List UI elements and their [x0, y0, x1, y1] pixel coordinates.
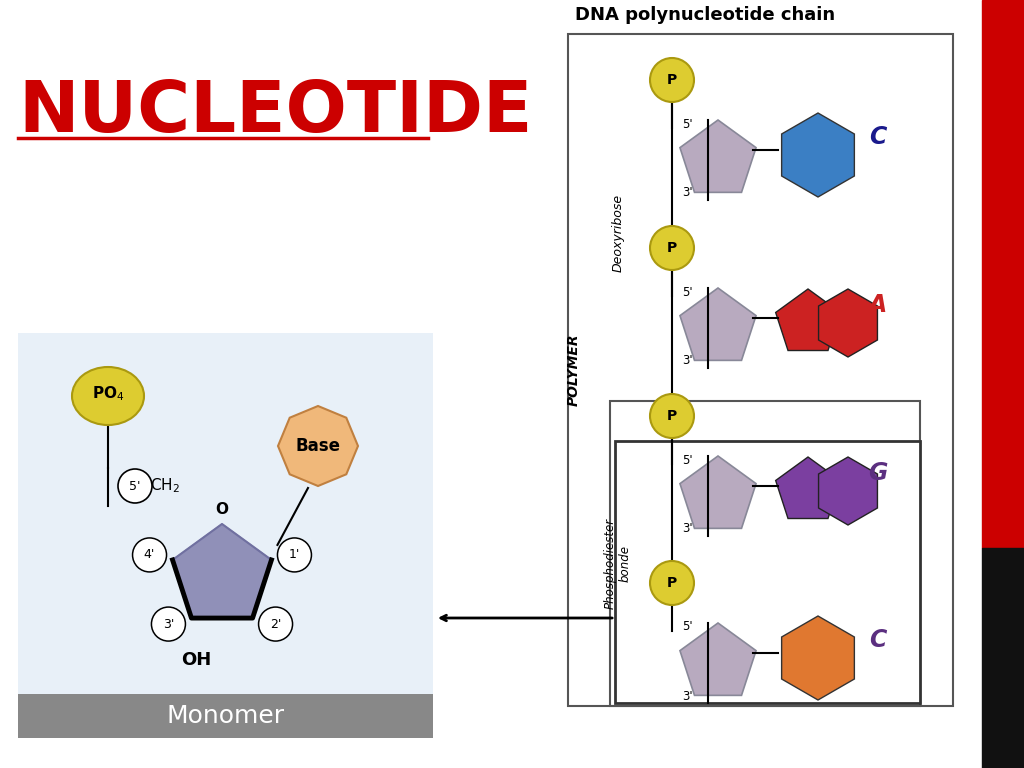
- Polygon shape: [680, 120, 756, 192]
- Bar: [610, 401, 920, 706]
- Text: 1': 1': [289, 548, 300, 561]
- Text: P: P: [667, 409, 677, 423]
- Text: 5': 5': [682, 621, 692, 634]
- Text: CH$_2$: CH$_2$: [151, 477, 180, 495]
- Polygon shape: [680, 288, 756, 360]
- Text: Base: Base: [296, 437, 341, 455]
- Text: DNA polynucleotide chain: DNA polynucleotide chain: [574, 6, 835, 24]
- Polygon shape: [680, 623, 756, 695]
- Circle shape: [259, 607, 293, 641]
- Bar: [18, 333, 433, 738]
- Circle shape: [650, 394, 694, 438]
- Text: Phosphodiester
bonde: Phosphodiester bonde: [604, 518, 632, 608]
- Text: OH: OH: [181, 651, 212, 669]
- Text: Deoxyribose: Deoxyribose: [611, 194, 625, 272]
- Ellipse shape: [72, 367, 144, 425]
- Circle shape: [152, 607, 185, 641]
- Circle shape: [278, 538, 311, 572]
- Circle shape: [650, 226, 694, 270]
- Polygon shape: [781, 616, 854, 700]
- Text: 5': 5': [682, 118, 692, 131]
- Polygon shape: [775, 289, 841, 350]
- Text: O: O: [215, 502, 228, 518]
- Bar: [982, 548, 1024, 768]
- Polygon shape: [775, 457, 841, 518]
- Text: P: P: [667, 73, 677, 87]
- Text: 3': 3': [682, 690, 692, 703]
- Text: P: P: [667, 241, 677, 255]
- Text: 3': 3': [682, 355, 692, 368]
- Text: P: P: [667, 576, 677, 590]
- Text: 2': 2': [270, 617, 282, 631]
- Text: 3': 3': [682, 522, 692, 535]
- Circle shape: [132, 538, 167, 572]
- Text: 3': 3': [163, 617, 174, 631]
- Bar: [615, 441, 920, 703]
- Text: NUCLEOTIDE: NUCLEOTIDE: [18, 78, 532, 147]
- Bar: [568, 34, 953, 706]
- Text: 5': 5': [129, 479, 140, 492]
- Text: 4': 4': [143, 548, 156, 561]
- Polygon shape: [278, 406, 358, 486]
- Text: C: C: [869, 125, 887, 149]
- Polygon shape: [781, 113, 854, 197]
- Polygon shape: [680, 456, 756, 528]
- Bar: [982, 0, 1024, 548]
- Polygon shape: [173, 524, 271, 618]
- Text: POLYMER: POLYMER: [567, 334, 581, 406]
- Text: 5': 5': [682, 453, 692, 466]
- Text: G: G: [868, 461, 888, 485]
- Text: Monomer: Monomer: [167, 704, 285, 728]
- Polygon shape: [818, 457, 878, 525]
- Circle shape: [118, 469, 152, 503]
- Polygon shape: [818, 289, 878, 357]
- Bar: [18, 694, 433, 738]
- Text: 3': 3': [682, 187, 692, 200]
- Text: 5': 5': [682, 286, 692, 299]
- Circle shape: [650, 58, 694, 102]
- Text: A: A: [869, 293, 887, 317]
- Circle shape: [650, 561, 694, 605]
- Text: PO$_4$: PO$_4$: [92, 385, 124, 403]
- Text: C: C: [869, 628, 887, 652]
